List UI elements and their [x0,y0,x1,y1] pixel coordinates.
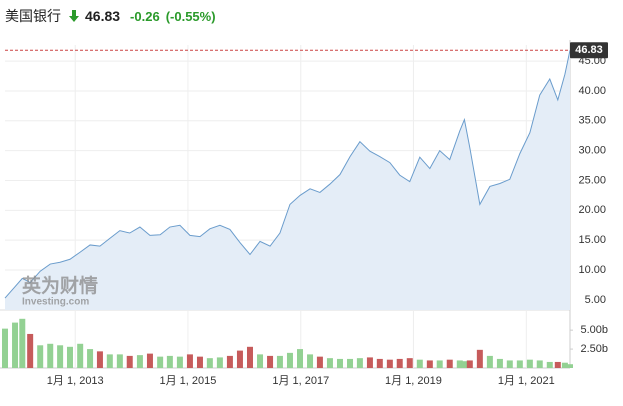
volume-bar [286,352,293,368]
volume-bar [19,318,26,368]
volume-bar [176,356,183,368]
volume-bar [226,355,233,368]
volume-bar [561,362,568,368]
volume-bar [206,358,213,368]
price-line [4,50,571,299]
volume-bar [446,359,453,368]
volume-bar [366,357,373,368]
volume-bar [466,360,473,368]
volume-bar [2,328,8,368]
volume-bar [536,360,543,368]
volume-bar [146,353,153,368]
volume-bar [526,359,533,368]
volume-bar [307,354,314,368]
volume-bar [37,345,44,368]
watermark-site: Investing.com [22,297,89,308]
volume-bar [136,355,143,368]
volume-bar [216,357,223,368]
volume-bar [297,349,304,368]
volume-bar [461,361,468,368]
last-price-label: 46.83 [575,44,603,56]
volume-bar [546,361,553,368]
price: 46.83 [85,8,121,24]
volume-bar [106,354,113,368]
y-tick-label: 10.00 [578,264,606,276]
watermark-brand: 英为财情 [22,274,98,297]
volume-bar [386,359,393,368]
volume-bar [486,355,493,368]
x-tick-label: 1月 1, 2013 [47,375,104,387]
last-price-tag [570,42,608,59]
x-tick-label: 1月 1, 2015 [159,375,216,387]
volume-bar [96,351,103,368]
change-percent: (-0.55%) [165,8,216,24]
volume-bar [116,354,123,368]
volume-bar [396,358,403,368]
volume-bar [157,356,164,368]
change: -0.26 [130,8,160,24]
y-tick-label: 5.00 [585,294,606,306]
volume-bar [27,333,34,368]
volume-bar [316,356,323,368]
y-tick-label: 2.50b [580,343,608,355]
volume-bar [436,360,443,368]
volume-bar [406,358,413,368]
volume-bar [257,354,264,368]
x-tick-label: 1月 1, 2021 [498,375,555,387]
stock-name: 美国银行 [5,8,61,24]
y-tick-label: 35.00 [578,115,606,127]
down-arrow [69,10,79,22]
y-tick-label: 30.00 [578,145,606,157]
y-tick-label: 25.00 [578,174,606,186]
volume-bar [376,358,383,368]
volume-bar [236,350,243,368]
header: 美国银行 46.83 -0.26 (-0.55%) [5,6,216,26]
volume-bar [356,358,363,368]
volume-bar [87,349,94,368]
volume-bar [476,349,483,368]
volume-bar [336,358,343,368]
volume-bar [516,360,523,368]
price-area [5,50,570,310]
volume-bar [506,360,513,368]
volume-bar [166,355,173,368]
volume-bar [347,358,354,368]
y-tick-label: 15.00 [578,234,606,246]
volume-bar [246,346,253,368]
volume-bar [77,343,84,368]
x-tick-label: 1月 1, 2019 [385,375,442,387]
y-tick-label: 5.00b [580,324,608,336]
y-tick-label: 40.00 [578,85,606,97]
volume-bar [196,356,203,368]
volume-bar [416,359,423,368]
volume-bar [57,345,64,368]
volume-bar [326,358,333,368]
x-tick-label: 1月 1, 2017 [272,375,329,387]
volume-bar [426,360,433,368]
volume-bar [126,355,133,368]
volume-bar [47,343,54,368]
volume-bar [456,360,463,368]
volume-bar [267,355,274,368]
volume-bar [12,322,19,368]
volume-bar [554,361,561,368]
volume-bar [567,364,573,368]
volume-bar [66,346,73,368]
volume-bar [276,355,283,368]
volume-bar [496,358,503,368]
y-tick-label: 20.00 [578,204,606,216]
volume-bar [186,354,193,368]
